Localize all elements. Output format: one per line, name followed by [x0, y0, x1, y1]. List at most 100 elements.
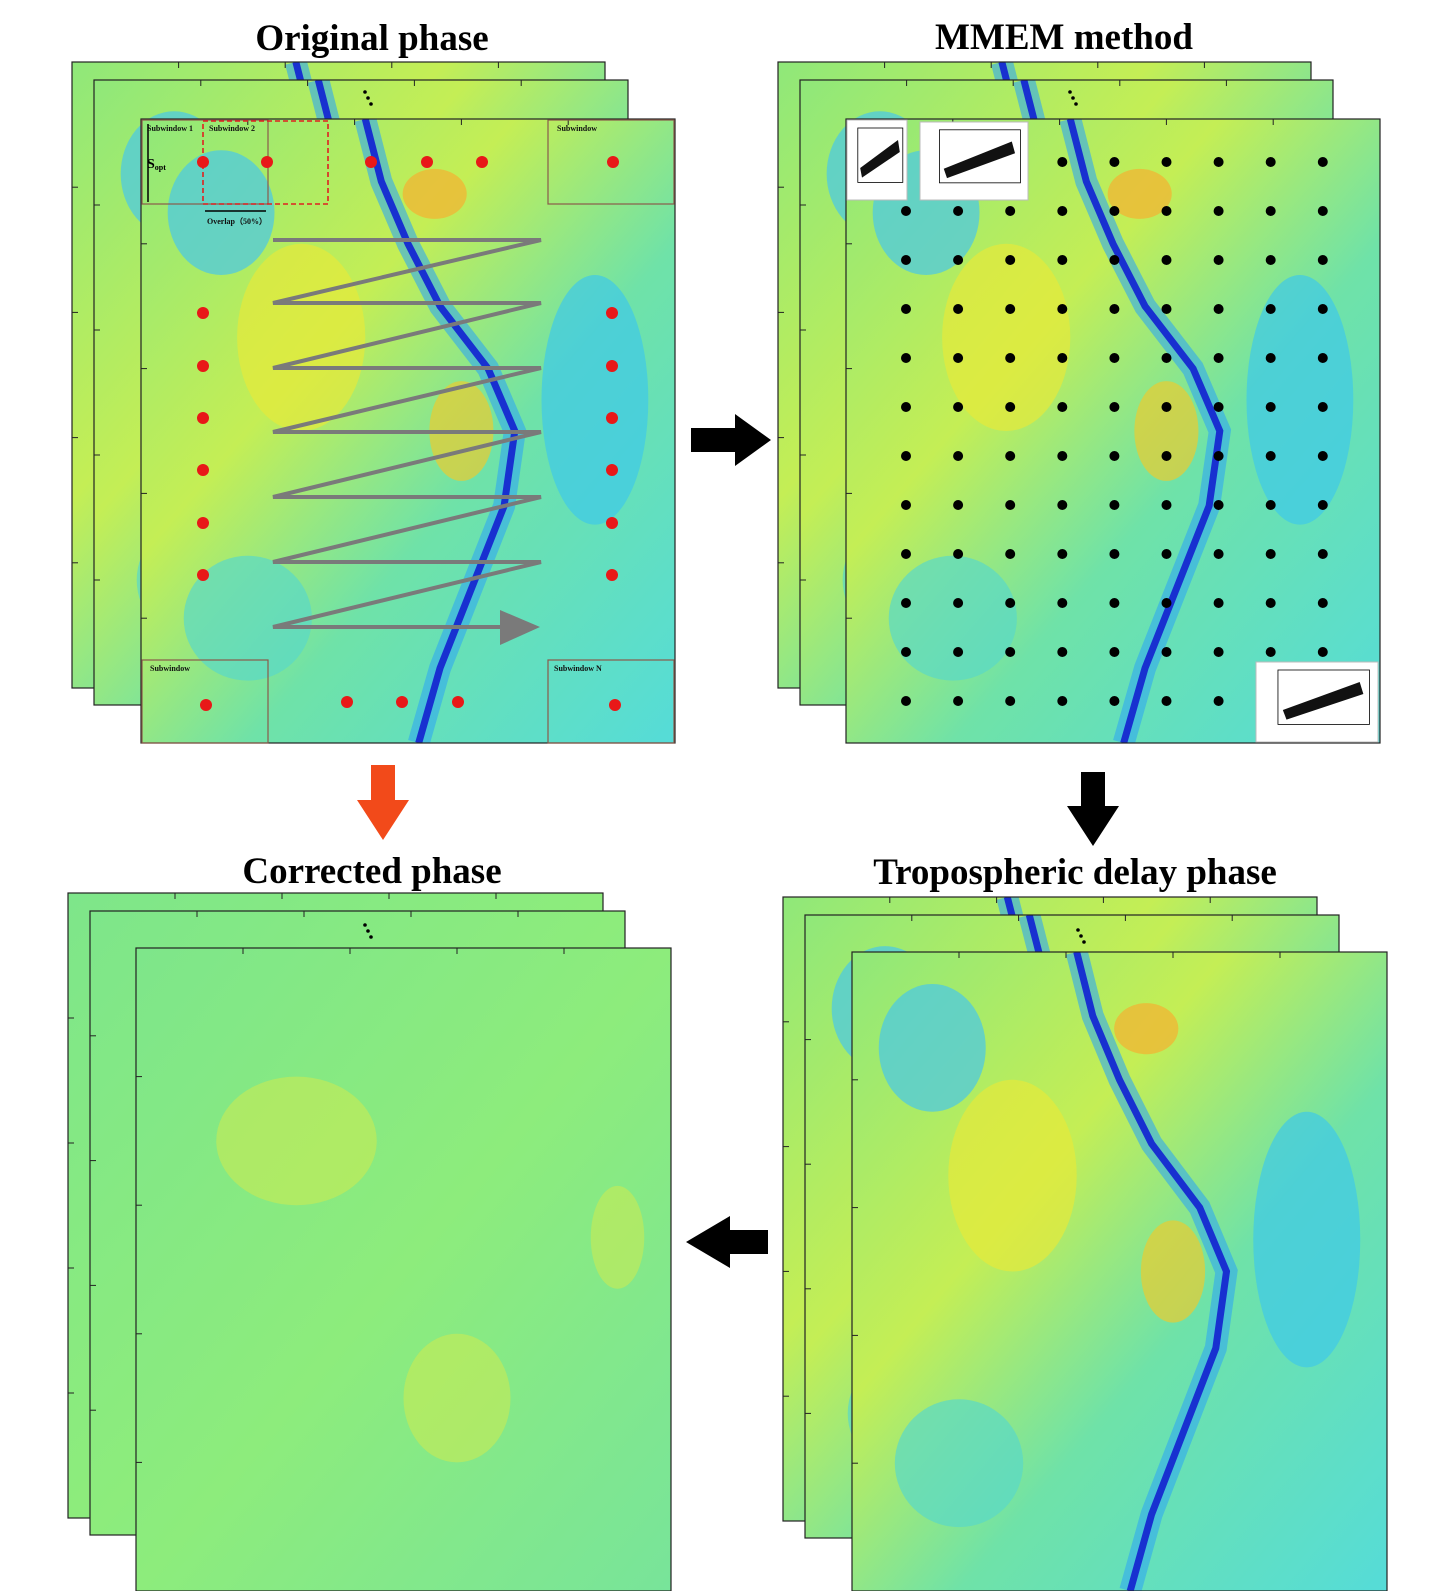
window-center — [197, 412, 209, 424]
window-center — [1005, 255, 1015, 265]
window-center — [1057, 402, 1067, 412]
size-subscript: opt — [155, 163, 166, 172]
window-center — [1109, 647, 1119, 657]
window-center — [1214, 255, 1224, 265]
window-center — [1109, 598, 1119, 608]
title: Tropospheric delay phase — [873, 852, 1277, 893]
window-center — [953, 255, 963, 265]
ellipsis-dot — [369, 935, 373, 939]
window-center — [1162, 353, 1172, 363]
window-center — [1318, 353, 1328, 363]
ellipsis-dot — [1071, 96, 1075, 100]
window-center — [197, 517, 209, 529]
title: MMEM method — [935, 17, 1193, 58]
window-center — [1005, 304, 1015, 314]
window-center — [1214, 500, 1224, 510]
window-center — [901, 451, 911, 461]
window-center — [1214, 451, 1224, 461]
window-center — [261, 156, 273, 168]
window-center — [1266, 549, 1276, 559]
window-center — [1005, 598, 1015, 608]
window-center — [1109, 353, 1119, 363]
window-center — [606, 307, 618, 319]
window-center — [1109, 255, 1119, 265]
window-center — [1162, 255, 1172, 265]
ellipsis-dot — [1068, 90, 1072, 94]
window-center — [1057, 353, 1067, 363]
window-center — [197, 464, 209, 476]
window-center — [1214, 206, 1224, 216]
ellipsis-dot — [369, 102, 373, 106]
map-patch — [216, 1077, 377, 1206]
window-center — [606, 412, 618, 424]
map-patch — [1253, 1112, 1360, 1368]
window-center — [901, 402, 911, 412]
ellipsis-dot — [366, 929, 370, 933]
map-patch — [895, 1399, 1023, 1527]
window-center — [1109, 549, 1119, 559]
window-center — [901, 353, 911, 363]
window-center — [1318, 647, 1328, 657]
window-center — [1109, 304, 1119, 314]
window-center — [1214, 598, 1224, 608]
ellipsis-dot — [366, 96, 370, 100]
flow-arrow — [357, 765, 409, 840]
window-center — [606, 464, 618, 476]
ellipsis-dot — [363, 90, 367, 94]
ellipsis-dot — [1082, 940, 1086, 944]
window-center — [901, 549, 911, 559]
window-center — [1162, 402, 1172, 412]
map-patch — [168, 150, 275, 275]
subwindow-label: Subwindow 2 — [209, 124, 255, 133]
window-center — [1266, 304, 1276, 314]
window-center — [1318, 451, 1328, 461]
window-center — [1214, 402, 1224, 412]
flow-arrow — [686, 1216, 768, 1268]
window-center — [1266, 402, 1276, 412]
window-center — [953, 500, 963, 510]
window-center — [1214, 549, 1224, 559]
figure: Original phase MMEM method Corrected pha… — [0, 0, 1439, 1591]
window-center — [953, 598, 963, 608]
window-center — [452, 696, 464, 708]
window-center — [1109, 402, 1119, 412]
map-patch — [1134, 381, 1198, 481]
map-patch — [237, 244, 365, 431]
window-center — [341, 696, 353, 708]
window-center — [953, 647, 963, 657]
window-center — [1266, 255, 1276, 265]
window-center — [609, 699, 621, 711]
window-center — [1057, 206, 1067, 216]
window-center — [1057, 598, 1067, 608]
window-center — [1109, 500, 1119, 510]
window-center — [1005, 696, 1015, 706]
window-center — [1318, 206, 1328, 216]
overlap-label: Overlap（50%） — [207, 216, 267, 226]
window-center — [1214, 696, 1224, 706]
window-center — [953, 304, 963, 314]
window-center — [606, 517, 618, 529]
map-patch — [942, 244, 1070, 431]
window-center — [1318, 500, 1328, 510]
map-patch — [1114, 1003, 1178, 1054]
window-center — [953, 451, 963, 461]
window-center — [1162, 451, 1172, 461]
maps — [68, 62, 1387, 1591]
map-patch — [879, 984, 986, 1112]
window-center — [1057, 696, 1067, 706]
window-center — [1266, 598, 1276, 608]
phase-map — [852, 952, 1387, 1591]
window-center — [1057, 647, 1067, 657]
window-center — [953, 549, 963, 559]
window-center — [1214, 353, 1224, 363]
phase-map — [136, 948, 671, 1591]
window-center — [953, 402, 963, 412]
window-center — [901, 598, 911, 608]
map-patch — [403, 169, 467, 219]
window-center — [607, 156, 619, 168]
body: Original phase MMEM method Corrected pha… — [0, 0, 1439, 1591]
window-center — [1109, 696, 1119, 706]
window-center — [606, 360, 618, 372]
window-center — [1214, 647, 1224, 657]
window-center — [1266, 500, 1276, 510]
